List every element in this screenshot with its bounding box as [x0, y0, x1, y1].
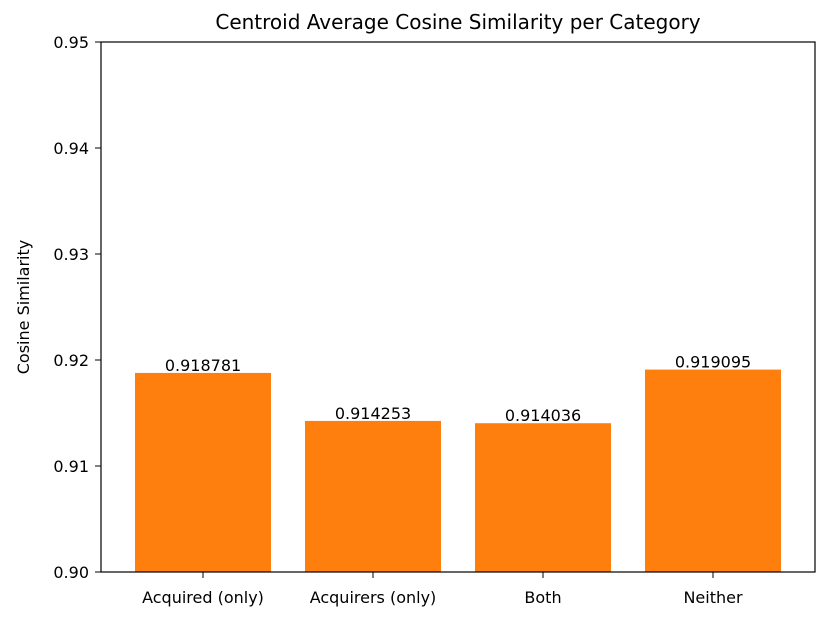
- y-tick-label: 0.95: [53, 33, 89, 52]
- y-tick-label: 0.91: [53, 457, 89, 476]
- plot-frame: [100, 41, 816, 573]
- bar-3: [645, 369, 781, 572]
- y-tick-label: 0.92: [53, 351, 89, 370]
- y-tick-label: 0.90: [53, 563, 89, 582]
- bar-0: [135, 372, 271, 572]
- bar-2: [475, 423, 611, 572]
- bar-value-label: 0.918781: [165, 356, 241, 375]
- chart-title: Centroid Average Cosine Similarity per C…: [215, 10, 700, 34]
- x-axis: Acquired (only) Acquirers (only) Both Neith…: [142, 572, 743, 607]
- y-axis: 0.90 0.91 0.92 0.93 0.94 0.95: [53, 33, 101, 582]
- x-tick-label: Both: [524, 588, 561, 607]
- y-tick-label: 0.94: [53, 139, 89, 158]
- x-tick-label: Acquired (only): [142, 588, 264, 607]
- bar-value-label: 0.914253: [335, 404, 411, 423]
- y-axis-label: Cosine Similarity: [14, 240, 33, 374]
- bar-1: [305, 420, 441, 572]
- x-tick-label: Neither: [683, 588, 743, 607]
- x-tick-label: Acquirers (only): [310, 588, 437, 607]
- bar-value-label: 0.919095: [675, 353, 751, 372]
- y-tick-label: 0.93: [53, 245, 89, 264]
- bar-value-label: 0.914036: [505, 406, 581, 425]
- bars: 0.918781 0.914253 0.914036 0.919095: [135, 353, 781, 572]
